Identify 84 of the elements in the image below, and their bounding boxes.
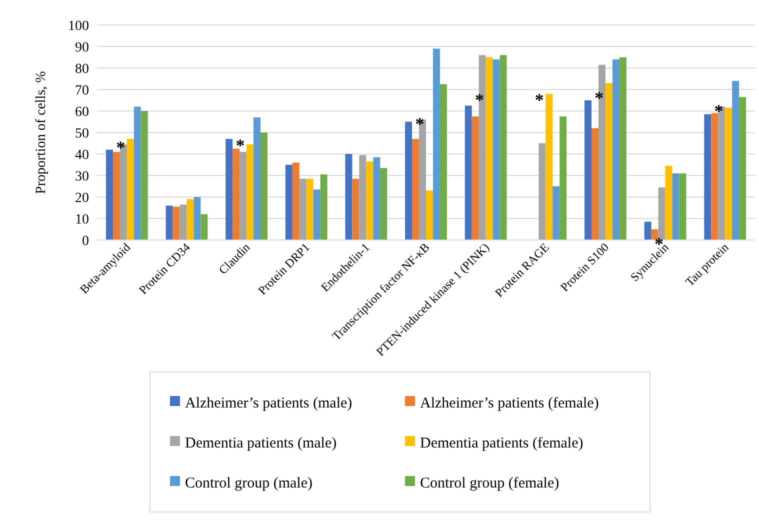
annotation: * [594,88,604,108]
bar [500,55,507,240]
bar [732,80,740,240]
bar [538,143,546,240]
y-tick-label: 60 [75,104,89,120]
bar [704,114,712,240]
bar [492,59,500,240]
bar [464,106,472,240]
bar [240,152,247,240]
bar [486,57,493,240]
bar [166,206,173,240]
bar [658,187,666,240]
bar [134,106,141,240]
bar [440,84,447,240]
bar [711,113,718,240]
bar [560,116,567,240]
bar [665,166,672,240]
bar [306,178,314,240]
bar [226,138,233,240]
bar [432,48,440,240]
bar [112,152,120,240]
bar [186,199,194,240]
legend-label: Control group (female) [420,475,560,492]
annotation: * [116,137,126,158]
y-tick-label: 30 [75,169,89,184]
annotation: * [714,100,724,121]
bar [126,138,134,240]
bar [366,162,374,240]
legend-label: Dementia patients (female) [420,435,584,452]
legend-label: Control group (male) [185,475,312,492]
y-tick-label: 90 [75,40,89,56]
bar [584,100,592,240]
bar [651,229,658,240]
bar [254,117,261,240]
bar [359,155,366,240]
bar [472,116,479,240]
bar [412,138,420,240]
annotation: * [415,114,424,134]
y-tick-label: 10 [75,212,89,228]
bar [172,206,180,240]
legend-label: Alzheimer’s patients (female) [420,395,599,412]
bar [352,178,360,240]
annotation: * [236,135,245,156]
bar [679,173,686,240]
y-tick-label: 40 [75,148,89,163]
bar [373,157,380,240]
y-tick-label: 100 [68,18,89,34]
annotation: * [475,90,484,110]
y-tick-label: 80 [75,62,89,77]
bar [285,164,292,240]
y-axis-title: Proportion of cells, % [34,70,49,194]
bar [725,108,732,240]
annotation: * [534,90,544,110]
bar [246,144,254,240]
bar [320,174,328,240]
bar [612,59,620,240]
y-tick-label: 50 [75,126,89,142]
bar [552,186,560,240]
bar [426,190,433,240]
bar [180,204,187,240]
bar [644,222,652,240]
y-tick-label: 70 [75,83,89,98]
bar [605,83,612,240]
bar [232,148,240,240]
bar [405,122,412,240]
bar [380,168,388,240]
bar [194,197,201,240]
y-tick-label: 20 [75,190,89,206]
bar [299,178,306,240]
bar [292,162,300,240]
legend-label: Alzheimer’s patients (male) [185,395,352,412]
bar [106,150,113,240]
legend-label: Dementia patients (male) [185,435,337,452]
y-tick-label: 0 [82,234,89,249]
bar [140,111,148,240]
bar [672,173,680,240]
bar [591,128,598,240]
bar [739,97,746,240]
bar [345,154,352,240]
bar [200,214,208,240]
bar [313,189,320,240]
bar [546,94,553,240]
bar [619,57,626,240]
bar [260,132,268,240]
